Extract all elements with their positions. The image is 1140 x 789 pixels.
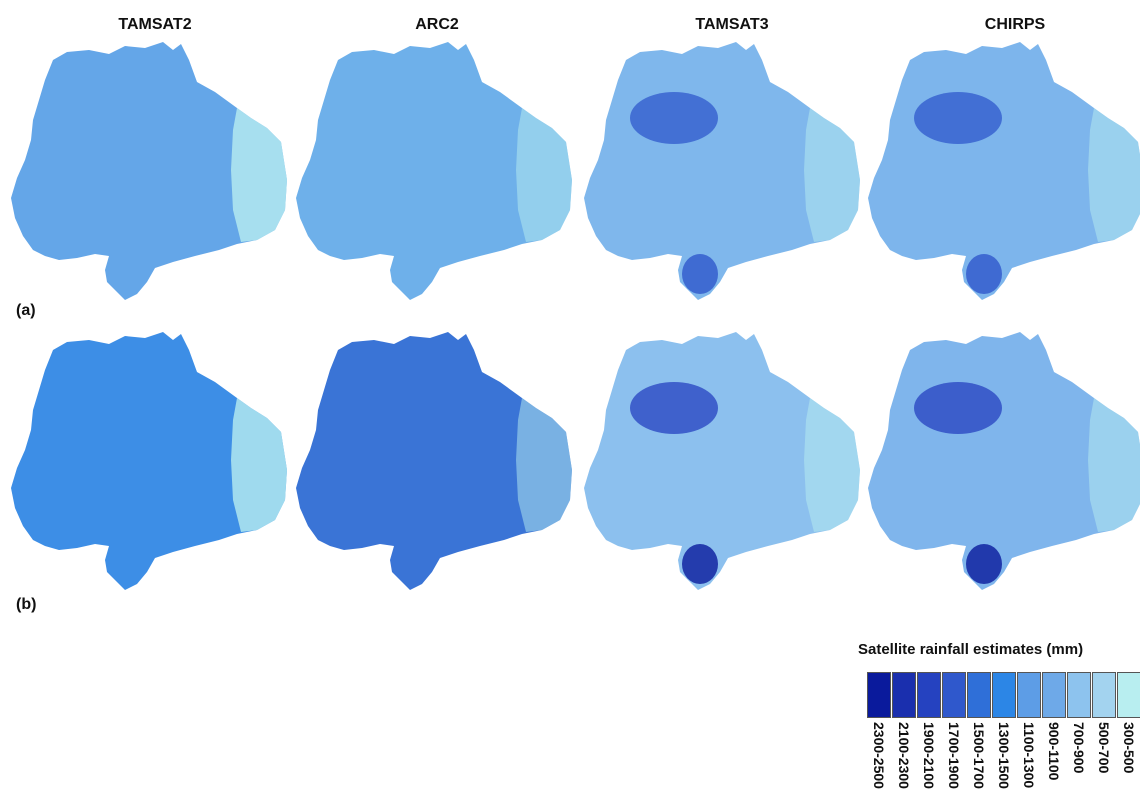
rainfall-core-south: [966, 544, 1002, 584]
map-tamsat3-a: [584, 42, 860, 300]
column-title-tamsat3: TAMSAT3: [695, 16, 769, 33]
legend-range-label: 700-900: [1071, 722, 1087, 774]
legend-range-label: 300-500: [1121, 722, 1137, 774]
map-chirps-a: [868, 42, 1140, 300]
map-chirps-b: [868, 332, 1140, 590]
eastern-rainfall-band: [231, 398, 287, 532]
rainfall-core-south: [966, 254, 1002, 294]
eastern-rainfall-band: [804, 108, 860, 242]
basin-shape: [11, 332, 287, 590]
map-tamsat3-b: [584, 332, 860, 590]
legend-range-label: 900-1100: [1046, 722, 1062, 781]
eastern-rainfall-band: [516, 108, 572, 242]
legend-swatch-300-500: [1117, 672, 1140, 718]
map-arc2-b: [296, 332, 572, 590]
legend-range-label: 1100-1300: [1021, 722, 1037, 789]
rainfall-core-north: [630, 92, 718, 144]
legend-swatch-1300-1500: [992, 672, 1016, 718]
eastern-rainfall-band: [1088, 108, 1140, 242]
legend-swatch-1100-1300: [1017, 672, 1041, 718]
column-title-chirps: CHIRPS: [984, 16, 1046, 33]
legend-title: Satellite rainfall estimates (mm): [858, 641, 1084, 658]
legend-range-label: 1300-1500: [996, 722, 1012, 789]
legend-swatch-500-700: [1092, 672, 1116, 718]
row-label-b: (b): [16, 596, 37, 613]
legend-range-label: 2300-2500: [871, 722, 887, 789]
legend-range-label: 500-700: [1096, 722, 1112, 774]
legend-range-label: 1900-2100: [921, 722, 937, 789]
map-arc2-a: [296, 42, 572, 300]
row-label-a: (a): [16, 302, 36, 319]
rainfall-core-south: [682, 254, 718, 294]
legend-range-label: 2100-2300: [896, 722, 912, 789]
legend-range-label: 1500-1700: [971, 722, 987, 789]
legend-swatch-700-900: [1067, 672, 1091, 718]
rainfall-core-north: [914, 92, 1002, 144]
basin-shape: [296, 42, 572, 300]
basin-shape: [11, 42, 287, 300]
rainfall-core-north: [914, 382, 1002, 434]
legend-swatch-2300-2500: [867, 672, 891, 718]
rainfall-core-north: [630, 382, 718, 434]
legend-range-label: 1700-1900: [946, 722, 962, 789]
legend-swatch-900-1100: [1042, 672, 1066, 718]
column-title-arc2: ARC2: [415, 16, 459, 33]
legend-swatch-1900-2100: [917, 672, 941, 718]
legend-swatch-1500-1700: [967, 672, 991, 718]
basin-shape: [296, 332, 572, 590]
map-tamsat2-a: [11, 42, 287, 300]
map-tamsat2-b: [11, 332, 287, 590]
eastern-rainfall-band: [231, 108, 287, 242]
legend-swatch-2100-2300: [892, 672, 916, 718]
eastern-rainfall-band: [1088, 398, 1140, 532]
eastern-rainfall-band: [516, 398, 572, 532]
eastern-rainfall-band: [804, 398, 860, 532]
legend-swatch-1700-1900: [942, 672, 966, 718]
rainfall-core-south: [682, 544, 718, 584]
column-title-tamsat2: TAMSAT2: [118, 16, 192, 33]
